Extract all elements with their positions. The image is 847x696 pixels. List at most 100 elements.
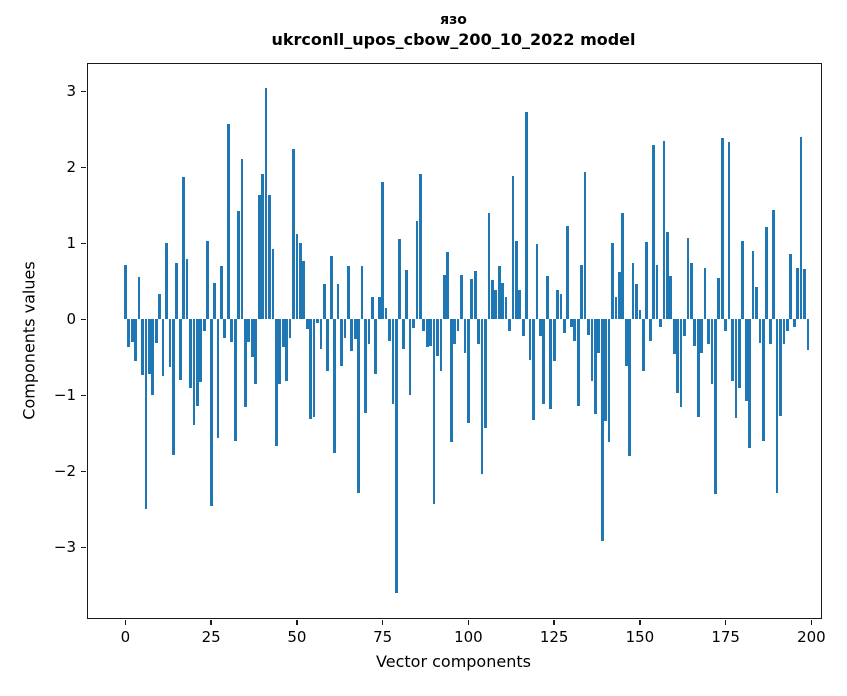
bar xyxy=(233,319,237,441)
bar xyxy=(789,253,793,320)
y-tick-mark xyxy=(81,166,87,169)
bar xyxy=(645,241,649,320)
x-tick-label: 100 xyxy=(454,628,483,646)
bar xyxy=(247,319,251,343)
bar xyxy=(165,243,168,320)
bar xyxy=(484,319,487,428)
bar xyxy=(525,111,529,320)
bar xyxy=(494,290,498,320)
bar xyxy=(628,319,631,457)
bar xyxy=(604,319,607,422)
bar xyxy=(350,319,354,352)
bar xyxy=(209,319,213,507)
bar xyxy=(340,319,343,366)
x-tick-label: 125 xyxy=(539,628,569,646)
x-tick-mark xyxy=(467,619,470,625)
bar xyxy=(422,319,426,331)
bar xyxy=(611,242,614,320)
bar xyxy=(631,263,635,320)
bar xyxy=(278,319,282,384)
bar xyxy=(250,319,254,358)
y-tick-label: 1 xyxy=(66,234,76,253)
bar xyxy=(659,319,662,327)
y-tick-mark xyxy=(81,318,87,321)
bar xyxy=(268,194,271,320)
bar xyxy=(693,319,697,346)
bar xyxy=(418,174,422,320)
bar xyxy=(298,242,302,320)
x-tick-mark xyxy=(810,619,813,625)
bar xyxy=(148,319,151,375)
bar xyxy=(542,319,546,405)
bar xyxy=(569,319,573,327)
bar xyxy=(178,319,182,381)
bar xyxy=(240,158,244,320)
y-tick-label: 0 xyxy=(66,310,76,329)
bar xyxy=(676,319,679,394)
bar xyxy=(326,319,330,371)
bar xyxy=(196,319,199,406)
x-tick-mark xyxy=(724,619,727,625)
bar xyxy=(638,310,642,320)
bar xyxy=(281,319,285,348)
bar xyxy=(408,319,412,395)
bar xyxy=(539,319,542,337)
bar xyxy=(333,319,336,454)
bar xyxy=(244,319,247,408)
bar xyxy=(504,296,508,320)
x-tick-mark xyxy=(124,619,127,625)
bar xyxy=(576,319,580,406)
bar xyxy=(786,319,789,332)
bar xyxy=(559,294,563,320)
bar xyxy=(751,250,755,320)
x-tick-label: 150 xyxy=(625,628,655,646)
bar xyxy=(635,283,638,320)
bar xyxy=(168,319,172,368)
y-tick-mark xyxy=(81,242,87,245)
bar xyxy=(374,319,378,375)
bar xyxy=(806,319,810,350)
bar xyxy=(257,194,261,320)
bar xyxy=(137,276,141,320)
chart-title-word: язо xyxy=(440,12,467,28)
y-tick-label: 3 xyxy=(66,82,76,101)
bar xyxy=(377,297,381,320)
bar xyxy=(261,174,264,320)
bar xyxy=(226,124,230,320)
bar xyxy=(796,267,800,320)
x-tick-label: 175 xyxy=(711,628,740,646)
bar xyxy=(141,319,144,375)
bar xyxy=(508,319,511,331)
bar xyxy=(593,319,597,414)
bar xyxy=(477,319,481,345)
bar xyxy=(580,264,583,320)
bar xyxy=(154,319,158,343)
bar xyxy=(621,212,625,320)
bar xyxy=(775,319,779,493)
bar xyxy=(199,319,203,382)
bar xyxy=(312,319,316,417)
bar xyxy=(648,319,652,342)
x-tick-mark xyxy=(210,619,212,625)
bar xyxy=(370,296,374,320)
bar xyxy=(353,319,357,340)
chart-title-model: ukrconll_upos_cbow_200_10_2022 model xyxy=(271,30,636,49)
bar xyxy=(151,319,155,395)
bar xyxy=(590,319,594,381)
bar xyxy=(741,241,745,320)
bar xyxy=(470,279,474,320)
bar xyxy=(480,319,484,475)
bar xyxy=(329,256,333,320)
bar xyxy=(405,269,408,320)
bar xyxy=(710,319,714,384)
bar xyxy=(467,319,470,423)
x-tick-label: 200 xyxy=(797,628,826,646)
bar xyxy=(528,319,532,360)
bar xyxy=(665,231,669,320)
bar xyxy=(425,319,429,348)
bar xyxy=(758,319,762,343)
bar xyxy=(532,319,535,420)
bar xyxy=(319,319,323,349)
bar xyxy=(552,319,556,362)
bar xyxy=(436,319,439,356)
